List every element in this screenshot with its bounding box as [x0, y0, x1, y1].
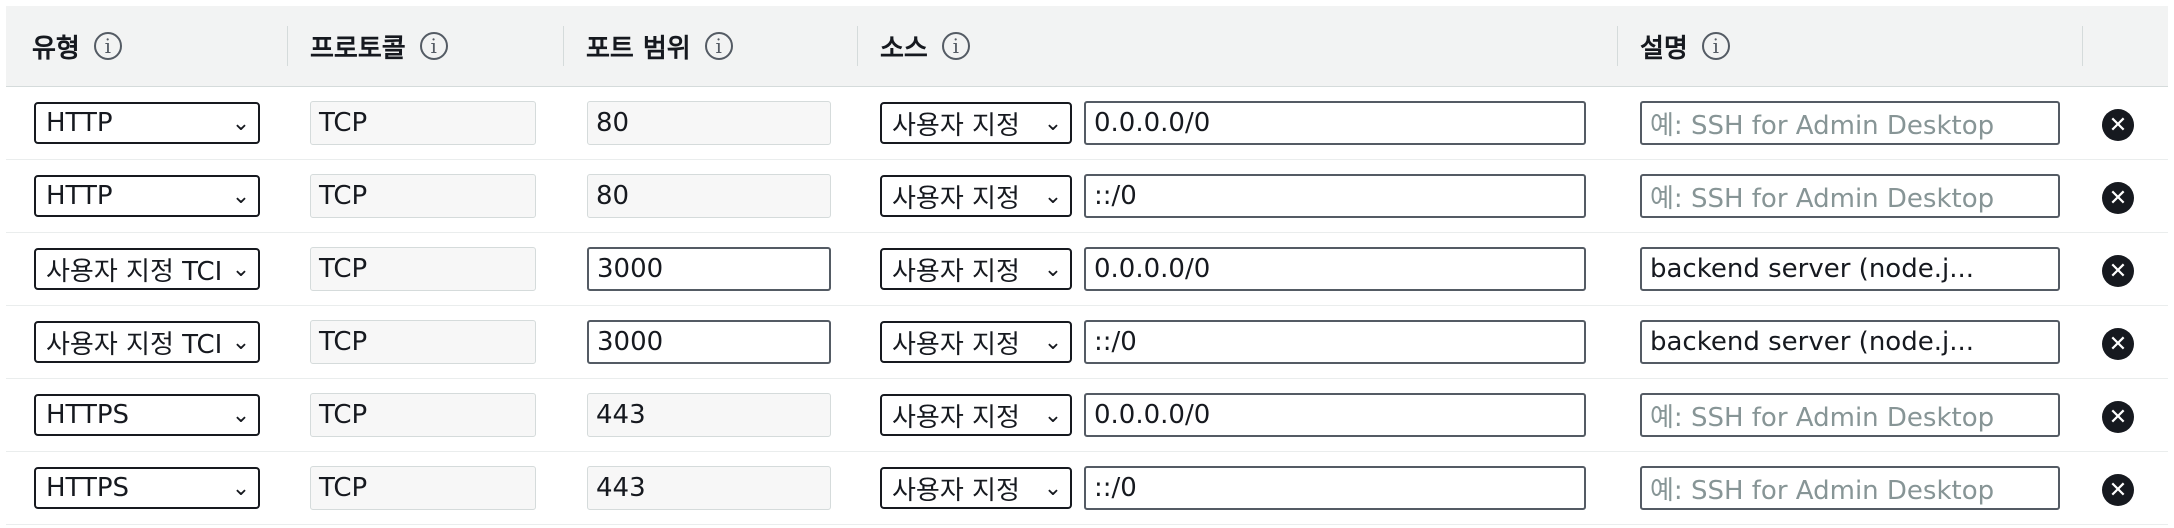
type-select[interactable]: HTTP ⌄ — [34, 102, 260, 144]
source-cidr-input[interactable]: 0.0.0.0/0 — [1084, 101, 1586, 145]
type-select[interactable]: HTTPS ⌄ — [34, 394, 260, 436]
port-range-field: 80 — [587, 174, 831, 218]
column-divider — [563, 26, 564, 66]
source-cidr-input[interactable]: 0.0.0.0/0 — [1084, 393, 1586, 437]
chevron-down-icon: ⌄ — [1043, 475, 1063, 501]
chevron-down-icon: ⌄ — [231, 110, 251, 136]
column-divider — [287, 26, 288, 66]
type-value: HTTPS — [46, 400, 130, 430]
chevron-down-icon: ⌄ — [231, 475, 251, 501]
description-input[interactable]: 예: SSH for Admin Desktop — [1640, 466, 2060, 510]
port-range-input[interactable]: 3000 — [587, 247, 831, 291]
description-input[interactable]: 예: SSH for Admin Desktop — [1640, 101, 2060, 145]
protocol-field: TCP — [310, 174, 536, 218]
source-mode-select[interactable]: 사용자 지정 ⌄ — [880, 102, 1072, 144]
remove-circle-icon[interactable]: ✕ — [2102, 328, 2134, 360]
description-input[interactable]: backend server (node.j... — [1640, 320, 2060, 364]
source-mode-select[interactable]: 사용자 지정 ⌄ — [880, 321, 1072, 363]
table-row: 사용자 지정 TCI ⌄ TCP 3000 사용자 지정 ⌄ 0.0.0.0/0 b… — [6, 233, 2168, 306]
port-range-field: 80 — [587, 101, 831, 145]
protocol-field: TCP — [310, 247, 536, 291]
remove-circle-icon[interactable]: ✕ — [2102, 474, 2134, 506]
info-icon[interactable]: i — [419, 32, 448, 60]
source-cidr-input[interactable]: 0.0.0.0/0 — [1084, 247, 1586, 291]
description-input[interactable]: 예: SSH for Admin Desktop — [1640, 393, 2060, 437]
protocol-field: TCP — [310, 320, 536, 364]
source-mode-value: 사용자 지정 — [892, 256, 1020, 287]
column-divider — [2082, 26, 2083, 66]
protocol-field: TCP — [310, 466, 536, 510]
source-cidr-input[interactable]: ::/0 — [1084, 174, 1586, 218]
source-mode-select[interactable]: 사용자 지정 ⌄ — [880, 248, 1072, 290]
source-mode-value: 사용자 지정 — [892, 475, 1020, 506]
source-mode-select[interactable]: 사용자 지정 ⌄ — [880, 467, 1072, 509]
header-protocol: 프로토콜 i — [310, 6, 448, 86]
header-type-label: 유형 — [32, 33, 80, 64]
info-icon[interactable]: i — [941, 32, 970, 60]
chevron-down-icon: ⌄ — [231, 329, 251, 355]
chevron-down-icon: ⌄ — [1043, 183, 1063, 209]
header-port-range-label: 포트 범위 — [586, 33, 691, 64]
type-select[interactable]: 사용자 지정 TCI ⌄ — [34, 248, 260, 290]
protocol-field: TCP — [310, 393, 536, 437]
type-select[interactable]: 사용자 지정 TCI ⌄ — [34, 321, 260, 363]
info-icon[interactable]: i — [1701, 32, 1730, 60]
table-row: HTTPS ⌄ TCP 443 사용자 지정 ⌄ 0.0.0.0/0 예: SSH … — [6, 379, 2168, 452]
header-type: 유형 i — [32, 6, 122, 86]
table-row: 사용자 지정 TCI ⌄ TCP 3000 사용자 지정 ⌄ ::/0 backen… — [6, 306, 2168, 379]
remove-circle-icon[interactable]: ✕ — [2102, 401, 2134, 433]
source-mode-value: 사용자 지정 — [892, 329, 1020, 360]
header-port-range: 포트 범위 i — [586, 6, 733, 86]
port-range-field: 443 — [587, 466, 831, 510]
source-mode-value: 사용자 지정 — [892, 110, 1020, 141]
chevron-down-icon: ⌄ — [231, 402, 251, 428]
header-source-label: 소스 — [880, 33, 928, 64]
remove-circle-icon[interactable]: ✕ — [2102, 109, 2134, 141]
source-mode-select[interactable]: 사용자 지정 ⌄ — [880, 394, 1072, 436]
header-protocol-label: 프로토콜 — [310, 33, 406, 64]
info-icon[interactable]: i — [93, 32, 122, 60]
type-select[interactable]: HTTP ⌄ — [34, 175, 260, 217]
column-divider — [1617, 26, 1618, 66]
description-input[interactable]: backend server (node.j... — [1640, 247, 2060, 291]
source-cidr-input[interactable]: ::/0 — [1084, 320, 1586, 364]
chevron-down-icon: ⌄ — [1043, 402, 1063, 428]
protocol-field: TCP — [310, 101, 536, 145]
remove-circle-icon[interactable]: ✕ — [2102, 255, 2134, 287]
port-range-input[interactable]: 3000 — [587, 320, 831, 364]
type-select[interactable]: HTTPS ⌄ — [34, 467, 260, 509]
port-range-field: 443 — [587, 393, 831, 437]
chevron-down-icon: ⌄ — [1043, 256, 1063, 282]
chevron-down-icon: ⌄ — [231, 183, 251, 209]
table-row: HTTP ⌄ TCP 80 사용자 지정 ⌄ ::/0 예: SSH for Adm… — [6, 160, 2168, 233]
header-source: 소스 i — [880, 6, 970, 86]
column-divider — [857, 26, 858, 66]
table-row: HTTPS ⌄ TCP 443 사용자 지정 ⌄ ::/0 예: SSH for A… — [6, 452, 2168, 525]
type-value: HTTPS — [46, 473, 130, 503]
chevron-down-icon: ⌄ — [1043, 329, 1063, 355]
table-header: 유형 i 프로토콜 i 포트 범위 i 소스 i 설명 i — [6, 6, 2168, 87]
type-value: HTTP — [46, 181, 113, 211]
source-mode-select[interactable]: 사용자 지정 ⌄ — [880, 175, 1072, 217]
description-input[interactable]: 예: SSH for Admin Desktop — [1640, 174, 2060, 218]
type-value: HTTP — [46, 108, 113, 138]
source-cidr-input[interactable]: ::/0 — [1084, 466, 1586, 510]
source-mode-value: 사용자 지정 — [892, 183, 1020, 214]
chevron-down-icon: ⌄ — [1043, 110, 1063, 136]
type-value: 사용자 지정 TCI — [46, 329, 223, 360]
remove-circle-icon[interactable]: ✕ — [2102, 182, 2134, 214]
chevron-down-icon: ⌄ — [231, 256, 251, 282]
header-description: 설명 i — [1640, 6, 1730, 86]
source-mode-value: 사용자 지정 — [892, 402, 1020, 433]
table-row: HTTP ⌄ TCP 80 사용자 지정 ⌄ 0.0.0.0/0 예: SSH fo… — [6, 87, 2168, 160]
header-description-label: 설명 — [1640, 33, 1688, 64]
info-icon[interactable]: i — [704, 32, 733, 60]
type-value: 사용자 지정 TCI — [46, 256, 223, 287]
